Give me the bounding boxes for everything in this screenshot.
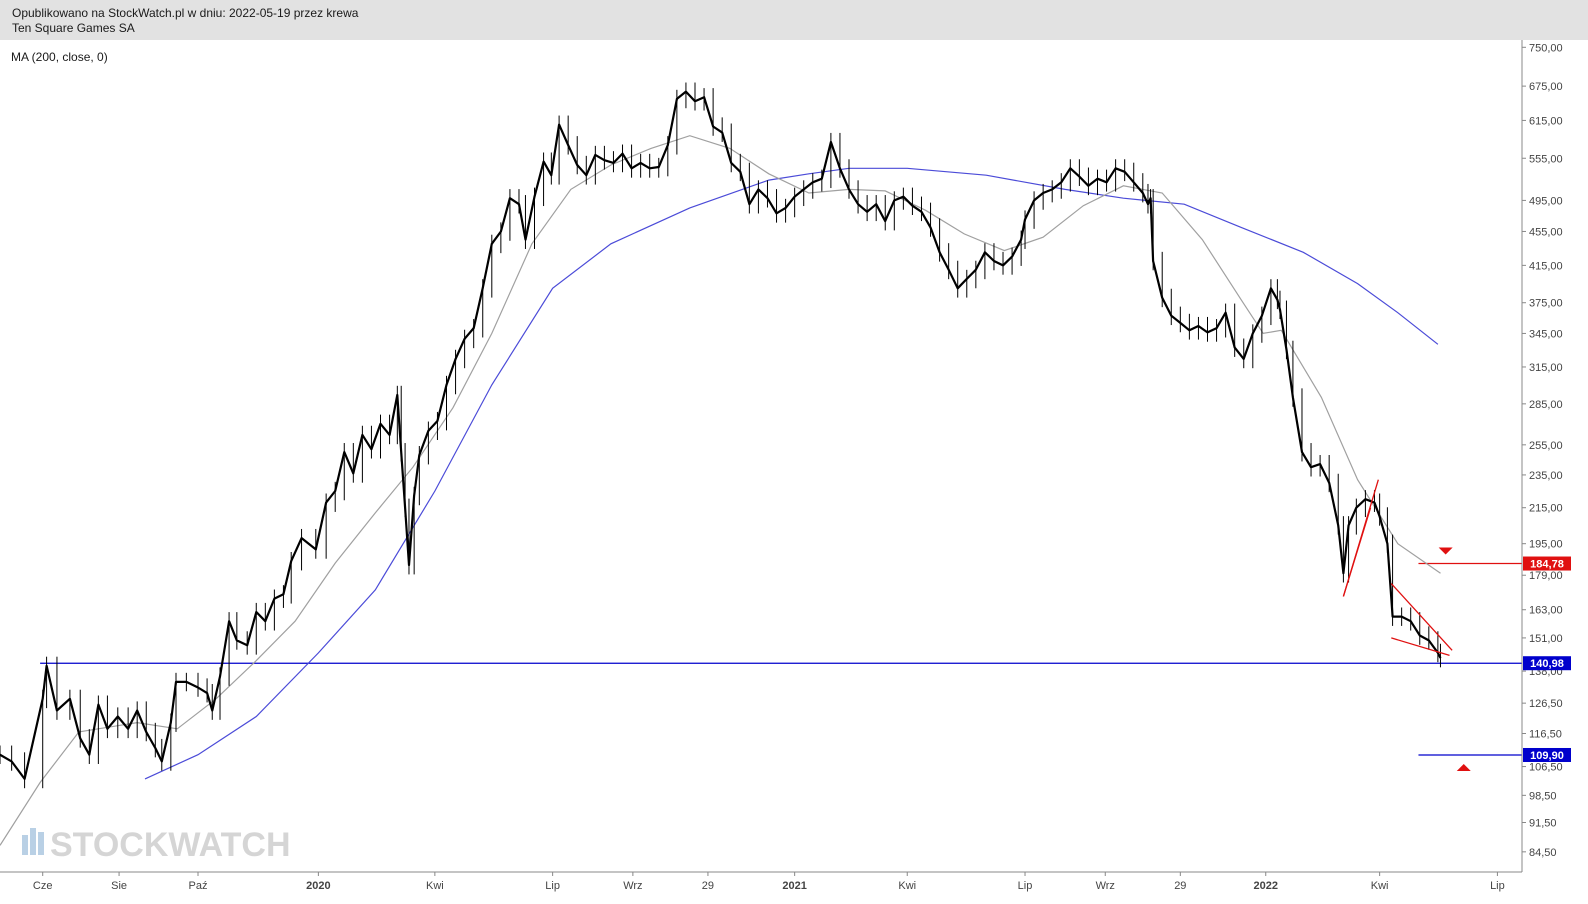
- levels-layer: [40, 547, 1522, 771]
- y-tick-label: 195,00: [1529, 539, 1563, 551]
- y-tick-label: 315,00: [1529, 362, 1563, 374]
- stockwatch-logo-bar: [38, 832, 44, 855]
- y-tick-label: 116,50: [1529, 728, 1562, 740]
- x-tick-label: 2022: [1254, 880, 1278, 892]
- x-tick-label: Wrz: [1096, 880, 1115, 892]
- y-tick-label: 615,00: [1529, 115, 1563, 127]
- support-price-tag-label: 140,98: [1530, 658, 1564, 670]
- stockwatch-logo: STOCKWATCH: [22, 826, 291, 864]
- x-tick-label: Kwi: [898, 880, 916, 892]
- x-tick-label: 2021: [782, 880, 806, 892]
- price-series: [0, 82, 1442, 789]
- trendline: [1342, 507, 1372, 597]
- y-tick-label: 255,00: [1529, 440, 1563, 452]
- moving-averages: [0, 135, 1441, 846]
- indicator-label: MA (200, close, 0): [11, 50, 108, 64]
- x-tick-label: Cze: [33, 880, 53, 892]
- resistance-price-tag: [1523, 556, 1571, 571]
- resistance-price-tag-label: 184,78: [1530, 559, 1564, 571]
- y-tick-label: 215,00: [1529, 503, 1563, 515]
- stockwatch-logo-bar: [22, 835, 28, 855]
- y-tick-label: 455,00: [1529, 226, 1563, 238]
- price-line: [0, 90, 1442, 780]
- y-tick-label: 126,50: [1529, 698, 1563, 710]
- x-tick-label: Paź: [189, 880, 208, 892]
- y-tick-label: 106,50: [1529, 762, 1563, 774]
- y-tick-label: 151,00: [1529, 633, 1563, 645]
- y-tick-label: 555,00: [1529, 153, 1563, 165]
- stockwatch-logo-text: STOCKWATCH: [50, 826, 291, 864]
- y-tick-label: 179,00: [1529, 570, 1563, 582]
- x-tick-label: 29: [1174, 880, 1186, 892]
- y-tick-label: 345,00: [1529, 328, 1563, 340]
- y-tick-label: 84,50: [1529, 847, 1557, 859]
- axes: 750,00 675,00 615,00 555,00 495,00 455,00 415,…: [0, 40, 1563, 892]
- support-price-tag: [1523, 656, 1571, 671]
- x-tick-label: 29: [702, 880, 714, 892]
- y-tick-label: 415,00: [1529, 260, 1563, 272]
- y-tick-label: 750,00: [1529, 42, 1563, 54]
- ma-long-line: [144, 167, 1439, 780]
- target-price-tag-label: 109,90: [1530, 750, 1564, 762]
- x-tick-label: Lip: [1018, 880, 1033, 892]
- price-tags: 184,78 140,98 109,90: [1523, 556, 1571, 762]
- y-tick-label: 91,50: [1529, 818, 1557, 830]
- x-tick-label: Lip: [1490, 880, 1505, 892]
- target-marker: [1456, 763, 1471, 771]
- y-tick-label: 495,00: [1529, 195, 1563, 207]
- chart-header: Opublikowano na StockWatch.pl w dniu: 20…: [0, 0, 1588, 40]
- x-tick-label: Wrz: [623, 880, 642, 892]
- stockwatch-logo-bar: [30, 828, 36, 855]
- y-tick-label: 235,00: [1529, 470, 1563, 482]
- y-tick-label: 98,50: [1529, 790, 1557, 802]
- published-caption: Opublikowano na StockWatch.pl w dniu: 20…: [12, 6, 359, 20]
- y-tick-label: 375,00: [1529, 298, 1563, 310]
- x-tick-label: 2020: [306, 880, 330, 892]
- x-tick-label: Kwi: [1371, 880, 1389, 892]
- y-tick-label: 675,00: [1529, 81, 1563, 93]
- target-price-tag: [1523, 747, 1571, 762]
- x-tick-label: Kwi: [426, 880, 444, 892]
- y-tick-label: 285,00: [1529, 399, 1563, 411]
- y-tick-label: 163,00: [1529, 605, 1563, 617]
- ma-short-line: [0, 135, 1441, 846]
- trendlines: [1342, 479, 1453, 657]
- x-tick-label: Lip: [545, 880, 560, 892]
- instrument-title: Ten Square Games SA: [12, 21, 135, 35]
- resistance-marker: [1438, 547, 1453, 555]
- trendline: [1391, 637, 1450, 657]
- x-tick-label: Sie: [111, 880, 127, 892]
- stockwatch-logo-icon: [22, 828, 44, 855]
- trendline: [1390, 583, 1453, 651]
